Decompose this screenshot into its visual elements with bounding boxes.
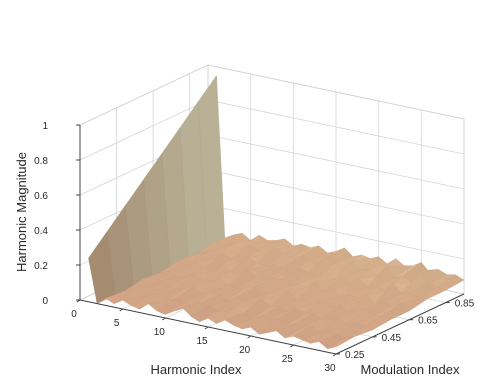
z-tick-label: 0.6: [34, 191, 48, 202]
surface-patch: [327, 336, 355, 349]
x-tick-label: 0: [71, 309, 77, 320]
x-tick-label: 10: [154, 327, 166, 338]
x-tick-mark: [332, 353, 337, 357]
x-tick-label: 25: [282, 354, 294, 365]
z-axis-title: Harmonic Magnitude: [14, 152, 29, 272]
x-tick-label: 20: [239, 345, 251, 356]
x-tick-label: 15: [196, 336, 208, 347]
axes: [76, 124, 465, 357]
y-tick-label: 0.85: [455, 299, 475, 310]
tick-labels: 0 5 10 15 20 25 30 0.25 0.45 0.65 0.85 0 0.2 0.4 0.6 0.…: [34, 121, 475, 374]
z-tick-label: 0: [42, 296, 48, 307]
y-axis-line: [335, 293, 465, 355]
y-tick-label: 0.65: [418, 316, 438, 327]
z-grid-line: [79, 134, 465, 196]
x-tick-mark: [247, 335, 251, 339]
z-grid-line: [79, 99, 465, 161]
x-axis-title: Harmonic Index: [150, 362, 242, 377]
x-tick-mark: [204, 326, 209, 330]
z-tick-label: 0.8: [34, 156, 48, 167]
x-tick-label: 5: [114, 318, 120, 329]
z-tick-label: 0.4: [34, 226, 48, 237]
x-tick-mark: [290, 344, 294, 348]
z-tick-label: 1: [42, 121, 48, 132]
surface: [88, 75, 465, 349]
y-axis-title: Modulation Index: [360, 362, 460, 377]
y-tick-label: 0.45: [382, 333, 402, 344]
x-tick-mark: [119, 308, 123, 312]
x-tick-label: 30: [324, 363, 336, 374]
x-tick-mark: [162, 317, 166, 321]
y-tick-label: 0.25: [345, 350, 365, 361]
z-tick-label: 0.2: [34, 261, 48, 272]
z-grid-line: [79, 64, 465, 126]
